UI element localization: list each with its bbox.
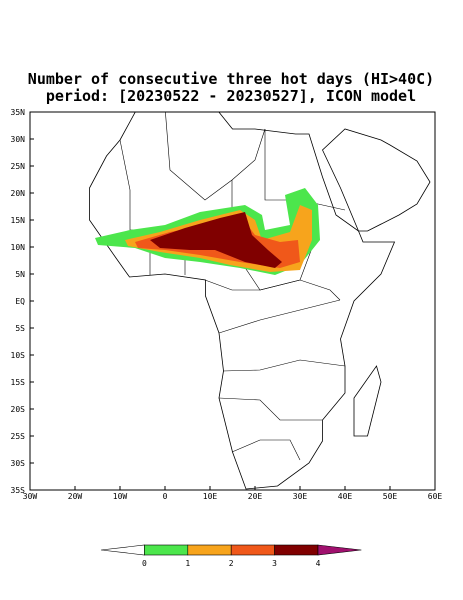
lat-label: 30S [11,459,26,468]
latitude-labels: 35N 30N 25N 20N 15N 10N 5N EQ 5S 10S 15S 20S 25S 30S 3… [11,108,34,495]
lat-label: 5S [15,324,25,333]
hot-days-field [95,188,320,275]
lon-label: 60E [428,492,443,501]
africa [89,112,396,490]
map [89,112,431,490]
lon-label: 10E [203,492,218,501]
lat-label: 35N [11,108,26,117]
lon-label: 50E [383,492,398,501]
lon-label: 0 [163,492,168,501]
lat-label: 5N [15,270,25,279]
lat-label: 30N [11,135,26,144]
colorbar-label: 3 [272,559,277,568]
lon-label: 20E [248,492,263,501]
colorbar-segment [230,544,275,556]
colorbar: 0 1 2 3 4 [100,544,362,568]
lon-label: 30W [23,492,38,501]
colorbar-label: 0 [142,559,147,568]
colorbar-end [317,544,362,556]
longitude-labels: 30W 20W 10W 0 10E 20E 30E 40E 50E 60E [23,486,443,501]
lat-label: 10S [11,351,26,360]
title-line: period: [20230522 - 20230527], ICON mode… [46,87,416,105]
colorbar-label: 2 [229,559,234,568]
colorbar-segment [274,544,319,556]
lat-label: 25N [11,162,26,171]
title-line: Number of consecutive three hot days (HI… [28,70,434,88]
lon-label: 20W [68,492,83,501]
colorbar-label: 4 [316,559,321,568]
lat-label: 15S [11,378,26,387]
lat-label: 20N [11,189,26,198]
lat-label: EQ [15,297,25,306]
lat-label: 25S [11,432,26,441]
lon-label: 30E [293,492,308,501]
colorbar-segment [187,544,232,556]
colorbar-segment [144,544,189,556]
lat-label: 15N [11,216,26,225]
lat-label: 35S [11,486,26,495]
lat-label: 20S [11,405,26,414]
colorbar-end [100,544,145,556]
madagascar [353,365,382,437]
lat-label: 10N [11,243,26,252]
colorbar-label: 1 [185,559,190,568]
lon-label: 10W [113,492,128,501]
lon-label: 40E [338,492,353,501]
arabia [322,128,431,232]
